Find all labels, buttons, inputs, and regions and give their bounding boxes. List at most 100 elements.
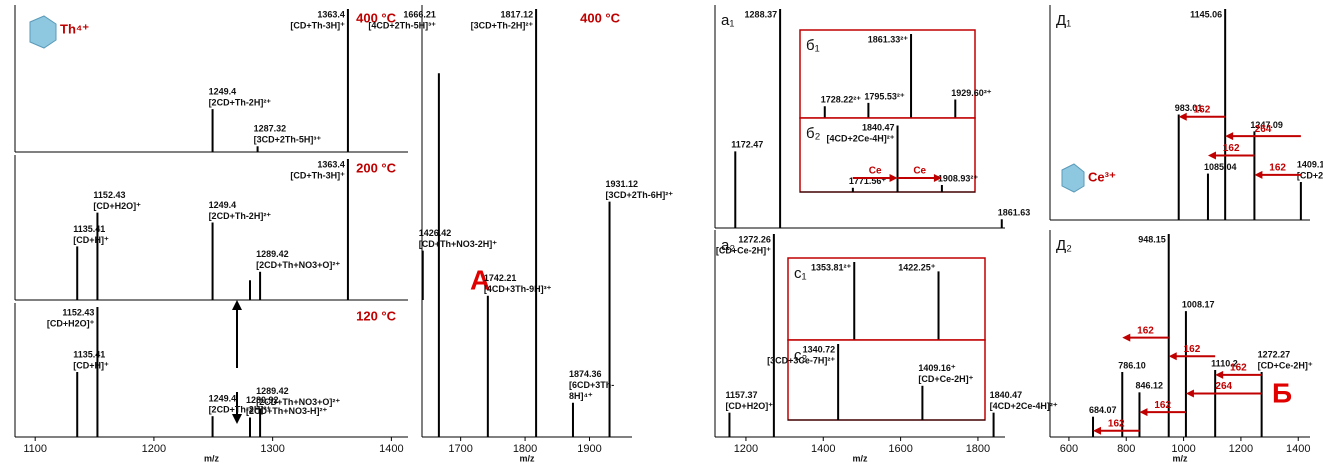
peak-label: 1929.60²⁺: [951, 88, 992, 98]
x-axis-label: m/z: [1172, 453, 1188, 463]
arrow-head: [1207, 151, 1216, 160]
x-tick-label: 1400: [1286, 443, 1310, 455]
shift-label: 162: [1269, 162, 1286, 173]
peak-label: [4CD+2Ce-4H]²⁺: [827, 133, 895, 143]
peak-label: [2CD+Th+NO3-H]²⁺: [246, 406, 328, 416]
peak-label: [CD+Th+NO3-2H]⁺: [419, 239, 498, 249]
peak-label: 846.12: [1135, 381, 1163, 391]
peak-label: 1771.56⁺: [849, 176, 887, 186]
arrow-head: [889, 174, 898, 182]
peak-label: 1795.53²⁺: [864, 91, 905, 101]
ce-icon: [1061, 163, 1085, 193]
arrow-head: [1215, 370, 1224, 379]
peak-label: [2CD+Th+NO3+O]²⁺: [256, 260, 340, 270]
figure-label: А: [470, 264, 490, 295]
figure-label: Б: [1272, 377, 1292, 408]
x-axis-label: m/z: [852, 453, 868, 463]
x-tick-label: 1400: [811, 443, 835, 455]
peak-label: 1280.92: [246, 395, 279, 405]
peak-label: 1363.4: [317, 159, 345, 169]
peak-label: 684.07: [1089, 405, 1117, 415]
shift-label: 162: [1223, 143, 1240, 154]
x-tick-label: 1800: [513, 443, 537, 455]
peak-label: 1249.4: [209, 86, 237, 96]
peak-label: 948.15: [1138, 234, 1166, 244]
x-tick-label: 1800: [966, 443, 990, 455]
panel-label: с₁: [794, 265, 807, 282]
peak-label: [2CD+Th-2H]²⁺: [209, 211, 272, 221]
peak-label: 1247.09: [1250, 120, 1283, 130]
peak-label: [CD+H2O]⁺: [47, 318, 95, 328]
arrow-head: [1093, 426, 1102, 435]
up-arrow-head: [232, 300, 242, 310]
peak-label: [CD+Ce-2H]⁺: [918, 374, 973, 384]
peak-label: 1340.72: [803, 344, 836, 354]
peak-label: 1157.37: [725, 390, 757, 400]
panel-label: б₁: [806, 37, 820, 54]
shift-label: Ce: [869, 166, 882, 177]
peak-label: 1666.21: [403, 9, 436, 19]
peak-label: 1426.42: [419, 228, 452, 238]
peak-label: [CD+2Ce-5H]⁺: [1297, 170, 1323, 180]
peak-label: 1728.22²⁺: [821, 95, 862, 105]
peak-label: 1422.25⁺: [898, 262, 936, 272]
panel-label: б₂: [806, 125, 821, 142]
inset-frame: [799, 29, 976, 119]
peak-label: 1110.2: [1211, 358, 1238, 368]
arrow-head: [1254, 170, 1263, 179]
peak-label: 1085.04: [1204, 162, 1237, 172]
inset-frame: [787, 257, 986, 341]
ion-label: Th⁴⁺: [60, 21, 89, 36]
arrow-head: [1168, 352, 1177, 361]
peak-label: [4CD+2Ce-4H]²⁺: [990, 401, 1058, 411]
arrow-head: [933, 174, 942, 182]
x-tick-label: 1900: [577, 443, 601, 455]
panel-label: Д₁: [1056, 12, 1071, 29]
inset-frame: [799, 117, 976, 193]
peak-label: 1249.4: [209, 200, 237, 210]
peak-label: 1817.12: [501, 9, 534, 19]
x-axis-label: m/z: [519, 453, 535, 463]
peak-label: 1172.47: [731, 140, 763, 150]
temperature: 400 °C: [580, 10, 621, 25]
x-tick-label: 1200: [734, 443, 758, 455]
x-tick-label: 1700: [448, 443, 472, 455]
peak-label: 1145.06: [1190, 9, 1222, 19]
arrow-head: [1122, 333, 1131, 342]
peak-label: 1874.36: [569, 369, 602, 379]
peak-label: 1008.17: [1182, 300, 1215, 310]
panel-label: а₁: [721, 12, 734, 29]
peak-label: [6CD+3Th-: [569, 380, 614, 390]
peak-label: 1409.16⁺: [918, 363, 956, 373]
peak-label: [4CD+2Th-5H]³⁺: [368, 20, 436, 30]
temperature: 120 °C: [356, 308, 397, 323]
shift-label: Ce: [913, 166, 926, 177]
shift-label: 264: [1255, 124, 1272, 135]
peak-label: 1840.47: [862, 122, 895, 132]
peak-label: [2CD+Th-2H]²⁺: [209, 405, 272, 415]
x-tick-label: 1600: [888, 443, 912, 455]
panel-label: Д₂: [1056, 237, 1072, 254]
x-tick-label: 1100: [23, 443, 47, 455]
arrow-head: [1139, 408, 1148, 417]
arrow-head: [1225, 132, 1234, 141]
peak-label: [CD+Th-3H]⁺: [290, 20, 345, 30]
arrow-head: [1178, 112, 1187, 121]
peak-label: [2CD+Th+NO3+O]²⁺: [256, 397, 340, 407]
down-arrow-head: [232, 414, 242, 424]
peak-label: 8H]⁴⁺: [569, 391, 593, 401]
peak-label: [CD+H]⁺: [73, 360, 109, 370]
peak-label: 1931.12: [606, 179, 639, 189]
peak-label: 1249.4: [209, 394, 237, 404]
shift-label: 162: [1184, 344, 1201, 355]
peak-label: 1135.41: [73, 349, 105, 359]
peak-label: 1861.33²⁺: [868, 34, 909, 44]
panel-label: с₂: [794, 347, 808, 364]
panel-label: а₂: [721, 237, 735, 254]
temperature: 200 °C: [356, 160, 397, 175]
peak-label: [3CD+2Th-6H]²⁺: [606, 190, 674, 200]
peak-label: 1409.16: [1297, 159, 1323, 169]
shift-label: 162: [1230, 363, 1247, 374]
peak-label: 1840.47: [990, 390, 1023, 400]
shift-label: 162: [1137, 325, 1154, 336]
